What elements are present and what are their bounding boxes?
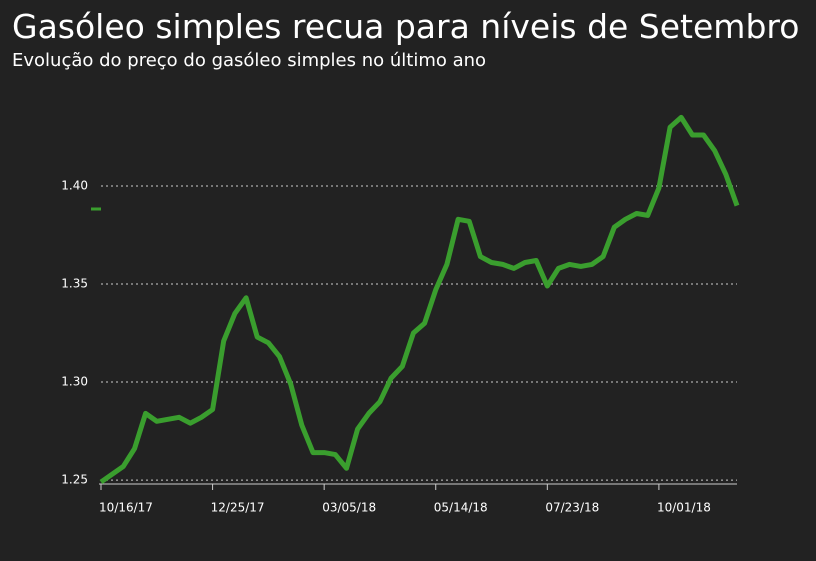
- price-line: [99, 114, 740, 485]
- y-tick-label: 1.35: [61, 277, 88, 291]
- x-tick-label: 07/23/18: [545, 501, 599, 515]
- x-tick-label: 10/16/17: [99, 501, 153, 515]
- x-tick-label: 10/01/18: [657, 501, 711, 515]
- chart-subtitle: Evolução do preço do gasóleo simples no …: [12, 50, 486, 71]
- y-tick-label: 1.30: [61, 375, 88, 389]
- x-tick-label: 03/05/18: [322, 501, 376, 515]
- x-tick-label: 12/25/17: [211, 501, 265, 515]
- y-tick-label: 1.25: [61, 473, 88, 487]
- x-tick-label: 05/14/18: [434, 501, 488, 515]
- y-tick-label: 1.40: [61, 179, 88, 193]
- chart-title: Gasóleo simples recua para níveis de Set…: [12, 7, 799, 46]
